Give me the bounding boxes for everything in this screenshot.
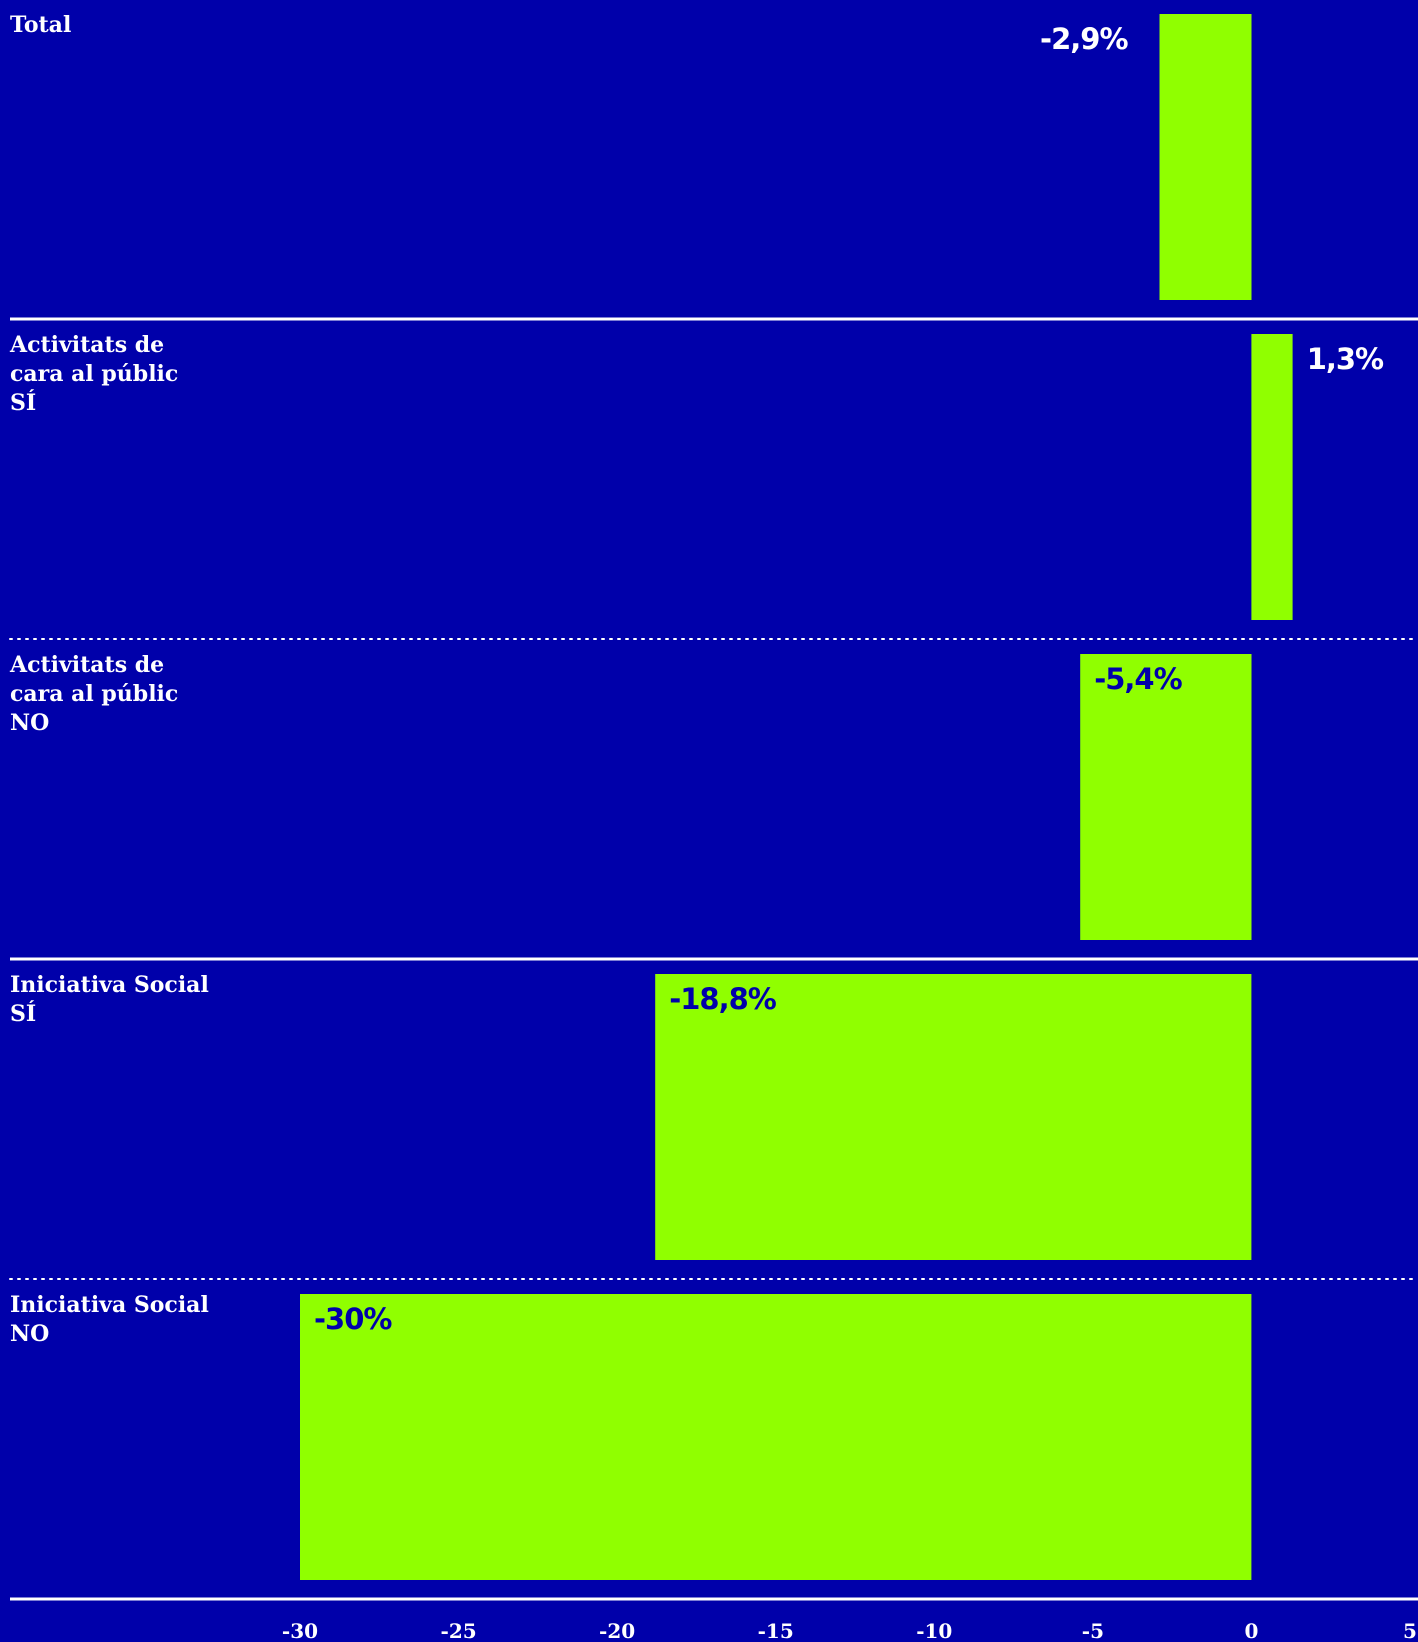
x-axis: -30 -25 -20 -15 -10 -5 0 5 — [282, 1619, 1417, 1642]
category-label-line: cara al públic — [10, 361, 178, 387]
bar — [1080, 654, 1252, 940]
category-label: Activitats de cara al públic NO — [9, 652, 178, 736]
x-tick-label: -15 — [758, 1619, 794, 1642]
category-label-line: SÍ — [10, 389, 36, 416]
chart-row: Total -2,9% — [10, 12, 1418, 321]
data-label: 1,3% — [1307, 342, 1384, 376]
category-label-line: Total — [10, 12, 71, 38]
chart-row: Iniciativa Social SÍ -18,8% — [9, 972, 1418, 1280]
category-label: Iniciativa Social NO — [10, 1292, 209, 1347]
data-label: -5,4% — [1094, 662, 1182, 696]
chart-rows: Total -2,9%Activitats de cara al públic SÍ1… — [9, 12, 1418, 1601]
category-label-line: Iniciativa Social — [10, 972, 209, 998]
category-label-line: NO — [10, 1321, 49, 1347]
bar — [1159, 14, 1252, 300]
category-label: Iniciativa Social SÍ — [10, 972, 209, 1027]
chart-row: Iniciativa Social NO -30% — [10, 1292, 1418, 1601]
category-label-line: cara al públic — [10, 681, 178, 707]
chart-row: Activitats de cara al públic SÍ 1,3% — [9, 332, 1418, 640]
x-tick-label: -25 — [441, 1619, 477, 1642]
chart-row: Activitats de cara al públic NO -5,4% — [9, 652, 1418, 961]
bar — [1251, 334, 1293, 620]
data-label: -18,8% — [669, 982, 777, 1016]
category-label-line: Iniciativa Social — [10, 1292, 209, 1318]
x-tick-label: -20 — [599, 1619, 635, 1642]
bar — [655, 974, 1252, 1260]
x-tick-label: -10 — [916, 1619, 952, 1642]
x-tick-label: 5 — [1403, 1619, 1417, 1642]
x-tick-label: -5 — [1082, 1619, 1104, 1642]
category-label-line: NO — [10, 710, 49, 736]
data-label: -30% — [314, 1302, 392, 1336]
category-label: Total — [10, 12, 71, 38]
category-label: Activitats de cara al públic SÍ — [9, 332, 178, 416]
data-label: -2,9% — [1040, 22, 1128, 56]
x-tick-label: -30 — [282, 1619, 318, 1642]
category-label-line: SÍ — [10, 1000, 36, 1027]
bar — [300, 1294, 1252, 1580]
category-label-line: Activitats de — [9, 652, 164, 678]
x-tick-label: 0 — [1244, 1619, 1258, 1642]
category-label-line: Activitats de — [9, 332, 164, 358]
